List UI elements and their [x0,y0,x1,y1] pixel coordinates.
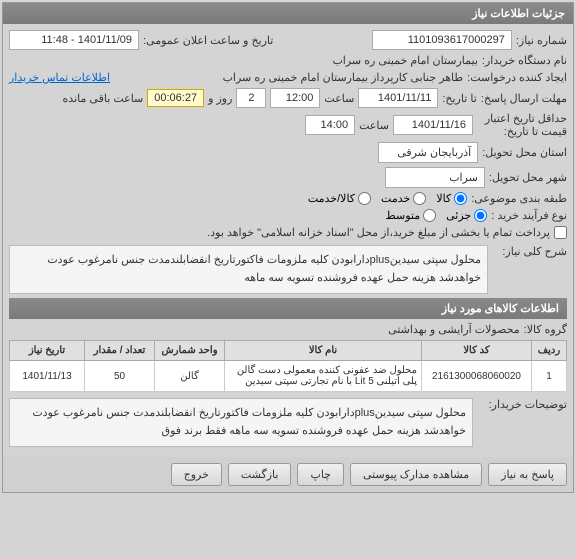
city-label: شهر محل تحویل: [489,171,567,184]
radio-low[interactable]: جزئی [446,209,487,222]
table-row: 12161300068060020محلول ضد عفونی کننده مع… [10,361,567,392]
main-panel: جزئیات اطلاعات نیاز شماره نیاز: 11010936… [2,2,574,493]
radio-both-input[interactable] [358,192,371,205]
row-category: طبقه بندی موضوعی: کالا خدمت کالا/خدمت [9,192,567,205]
cell-date: 1401/11/13 [10,361,85,392]
days-label: روز و [208,92,232,105]
requester-value: طاهر جنابی کارپرداز بیمارستان امام خمینی… [223,71,464,84]
category-radio-group: کالا خدمت کالا/خدمت [308,192,467,205]
countdown: 00:06:27 [147,89,204,107]
category-label: طبقه بندی موضوعی: [471,192,567,205]
col-unit: واحد شمارش [155,341,225,361]
row-deadline: مهلت ارسال پاسخ: تا تاریخ: 1401/11/11 سا… [9,88,567,108]
deadline-label: مهلت ارسال پاسخ: [481,92,567,105]
public-date-value: 1401/11/09 - 11:48 [9,30,139,50]
cell-name: محلول ضد عفونی کننده معمولی دست گالن پلی… [225,361,422,392]
row-requester: ایجاد کننده درخواست: طاهر جنابی کارپرداز… [9,71,567,84]
items-table: ردیف کد کالا نام کالا واحد شمارش تعداد /… [9,340,567,392]
buyer-notes-value: محلول سپتی سیدینplusدارابودن کلیه ملزوما… [9,398,473,447]
city-value: سراب [385,167,485,188]
cell-unit: گالن [155,361,225,392]
exit-button[interactable]: خروج [171,463,222,486]
print-button[interactable]: چاپ [297,463,344,486]
main-desc-label: شرح کلی نیاز: [492,245,567,258]
radio-goods-input[interactable] [454,192,467,205]
row-buyer-notes: توضیحات خریدار: محلول سپتی سیدینplusدارا… [9,398,567,447]
cell-qty: 50 [85,361,155,392]
buyer-org-label: نام دستگاه خریدار: [482,54,567,67]
respond-button[interactable]: پاسخ به نیاز [488,463,567,486]
province-label: استان محل تحویل: [482,146,567,159]
public-date-label: تاریخ و ساعت اعلان عمومی: [143,34,273,47]
deadline-date: 1401/11/11 [358,88,438,108]
radio-service-label: خدمت [381,192,410,205]
radio-med-input[interactable] [423,209,436,222]
contact-link[interactable]: اطلاعات تماس خریدار [9,71,110,84]
group-value: محصولات آرایشی و بهداشتی [388,323,519,336]
group-label: گروه کالا: [524,323,567,336]
requester-label: ایجاد کننده درخواست: [467,71,567,84]
radio-both-label: کالا/خدمت [308,192,355,205]
row-province: استان محل تحویل: آذربایجان شرقی [9,142,567,163]
col-qty: تعداد / مقدار [85,341,155,361]
panel-body: شماره نیاز: 1101093617000297 تاریخ و ساع… [3,24,573,457]
main-desc-value: محلول سپتی سیدینplusدارابودن کلیه ملزوما… [9,245,488,294]
radio-service-input[interactable] [413,192,426,205]
row-need-number: شماره نیاز: 1101093617000297 تاریخ و ساع… [9,30,567,50]
back-button[interactable]: بازگشت [228,463,292,486]
radio-service[interactable]: خدمت [381,192,426,205]
time-label-1: ساعت [324,92,354,105]
radio-med-label: متوسط [386,209,421,222]
row-process: نوع فرآیند خرید : جزئی متوسط [9,209,567,222]
validity-label: حداقل تاریخ اعتبار قیمت تا تاریخ: [477,112,567,138]
deadline-until: تا تاریخ: [442,92,476,105]
process-label: نوع فرآیند خرید : [491,209,567,222]
row-payment: پرداخت تمام یا بخشی از مبلغ خرید،از محل … [9,226,567,239]
remaining-label: ساعت باقی مانده [63,92,144,105]
need-number-label: شماره نیاز: [516,34,567,47]
items-section-title: اطلاعات کالاهای مورد نیاز [9,298,567,319]
validity-time: 14:00 [305,115,355,135]
need-number-value: 1101093617000297 [372,30,512,50]
attachments-button[interactable]: مشاهده مدارک پیوستی [350,463,482,486]
col-row: ردیف [532,341,567,361]
province-value: آذربایجان شرقی [378,142,478,163]
deadline-time: 12:00 [270,88,320,108]
days-value: 2 [236,88,266,108]
process-radio-group: جزئی متوسط [386,209,488,222]
row-buyer-org: نام دستگاه خریدار: بیمارستان امام خمینی … [9,54,567,67]
table-header-row: ردیف کد کالا نام کالا واحد شمارش تعداد /… [10,341,567,361]
radio-both[interactable]: کالا/خدمت [308,192,371,205]
radio-low-label: جزئی [446,209,471,222]
row-group: گروه کالا: محصولات آرایشی و بهداشتی [9,323,567,336]
validity-date: 1401/11/16 [393,115,473,135]
radio-goods[interactable]: کالا [436,192,467,205]
payment-note: پرداخت تمام یا بخشی از مبلغ خرید،از محل … [207,226,550,239]
row-main-desc: شرح کلی نیاز: محلول سپتی سیدینplusدارابو… [9,245,567,294]
panel-title: جزئیات اطلاعات نیاز [3,3,573,24]
col-code: کد کالا [422,341,532,361]
radio-low-input[interactable] [474,209,487,222]
row-city: شهر محل تحویل: سراب [9,167,567,188]
col-date: تاریخ نیاز [10,341,85,361]
button-row: پاسخ به نیاز مشاهده مدارک پیوستی چاپ باز… [3,457,573,492]
col-name: نام کالا [225,341,422,361]
radio-med[interactable]: متوسط [386,209,437,222]
radio-goods-label: کالا [436,192,451,205]
buyer-notes-label: توضیحات خریدار: [477,398,567,411]
time-label-2: ساعت [359,119,389,132]
row-validity: حداقل تاریخ اعتبار قیمت تا تاریخ: 1401/1… [9,112,567,138]
payment-checkbox[interactable] [554,226,567,239]
cell-row: 1 [532,361,567,392]
cell-code: 2161300068060020 [422,361,532,392]
buyer-org-value: بیمارستان امام خمینی ره سراب [332,54,477,67]
